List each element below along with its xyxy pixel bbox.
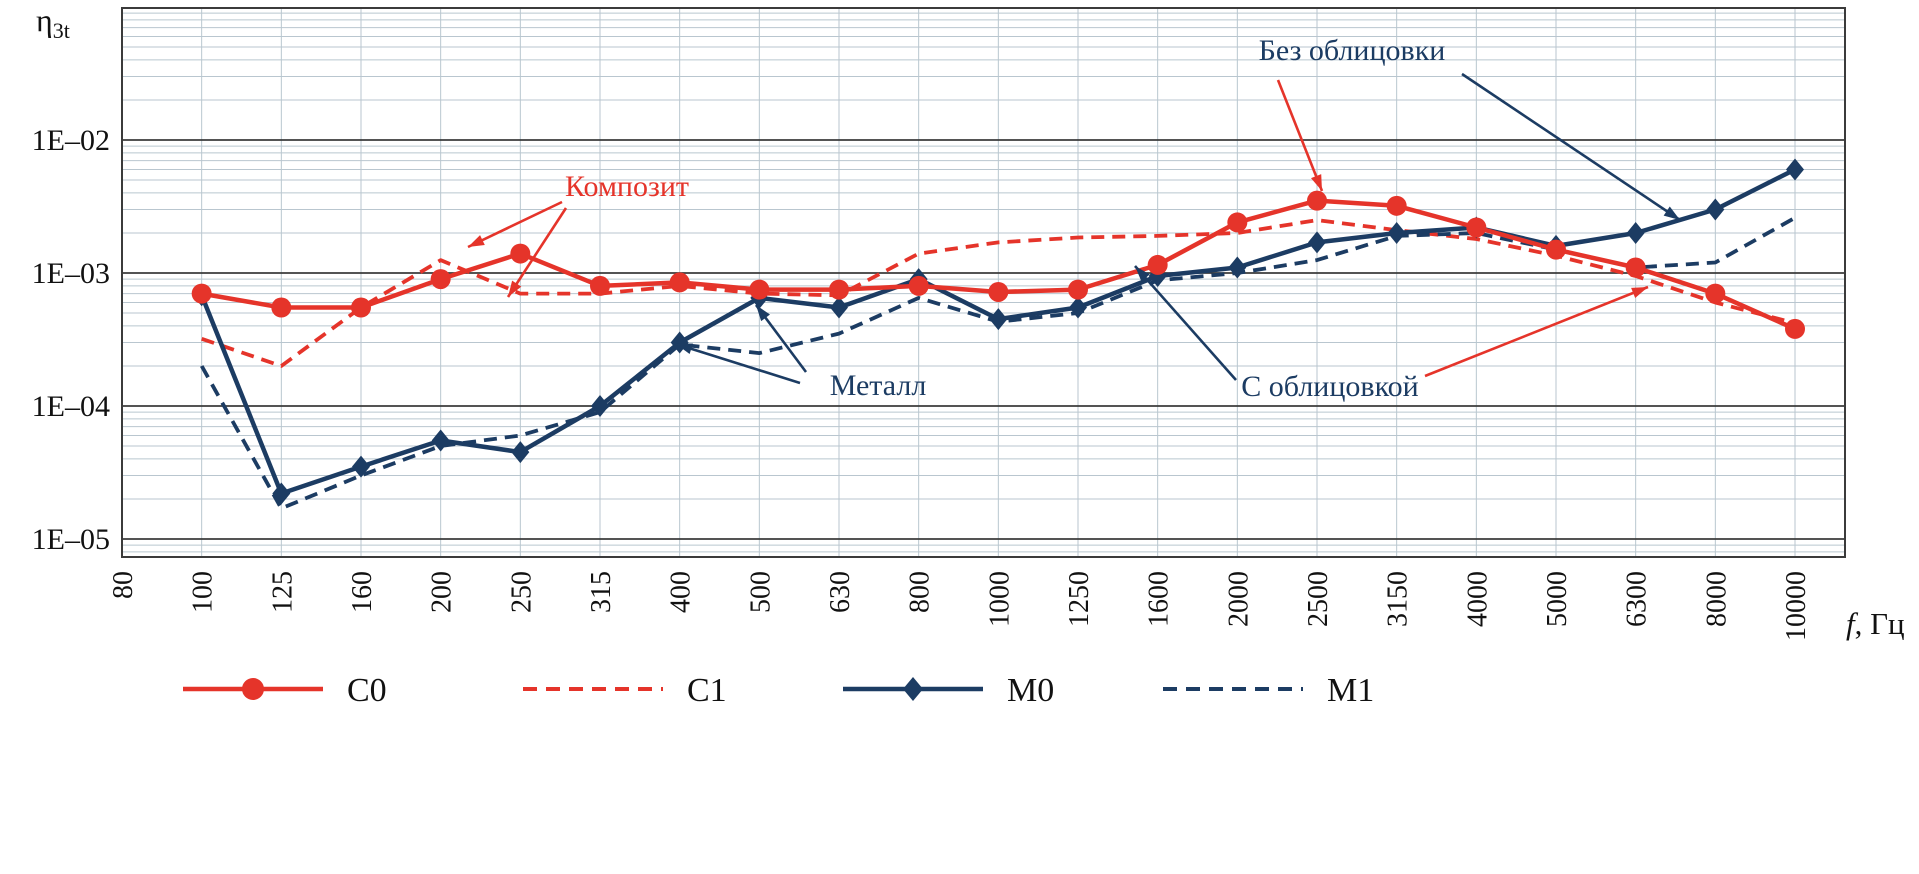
legend-marker-circle: [242, 678, 264, 700]
marker-circle-C0: [1625, 257, 1646, 278]
marker-diamond-M0: [431, 429, 450, 452]
marker-diamond-M0: [1069, 296, 1087, 319]
x-tick-label: 200: [427, 571, 458, 613]
y-tick-label: 1E–05: [32, 523, 110, 556]
marker-diamond-M0: [830, 296, 848, 319]
legend-item-M0: M0: [843, 672, 1054, 709]
marker-diamond-M0: [1228, 256, 1247, 279]
marker-circle-C0: [1785, 318, 1805, 339]
marker-diamond-M0: [1706, 198, 1725, 221]
marker-circle-C0: [908, 275, 929, 296]
annotation-text: С облицовкой: [1241, 370, 1418, 403]
annotation-arrowhead: [676, 343, 693, 355]
marker-circle-C0: [1466, 217, 1487, 238]
annotation-arrow: [467, 200, 563, 249]
annotation-arrow: [675, 342, 801, 385]
legend-label: C0: [347, 672, 387, 709]
marker-diamond-M0: [272, 482, 291, 505]
x-tick-label: 5000: [1542, 571, 1573, 627]
legend-label: C1: [687, 672, 727, 709]
annotation-text: Композит: [565, 170, 689, 203]
marker-circle-C0: [1705, 283, 1726, 304]
marker-diamond-M0: [1308, 231, 1326, 254]
annotation-arrowhead: [468, 235, 485, 247]
marker-circle-C0: [988, 281, 1009, 302]
x-tick-label: 100: [188, 571, 219, 613]
x-tick-label: 1600: [1144, 571, 1175, 627]
annotation-arrow: [1424, 285, 1649, 378]
x-tick-label: 315: [586, 571, 617, 613]
marker-circle-C0: [510, 243, 531, 264]
legend-label: M0: [1007, 672, 1054, 709]
marker-circle-C0: [590, 275, 610, 296]
marker-diamond-M0: [1786, 158, 1804, 181]
x-axis-label: f, Гц: [1846, 606, 1905, 641]
marker-diamond-M0: [591, 395, 609, 417]
marker-diamond-M0: [989, 308, 1008, 331]
x-tick-label: 10000: [1781, 571, 1812, 641]
annotation-arrowhead: [1663, 206, 1680, 220]
marker-circle-C0: [1147, 254, 1168, 275]
x-tick-label: 4000: [1462, 571, 1493, 627]
marker-circle-C0: [191, 283, 212, 304]
x-tick-label: 250: [506, 571, 537, 613]
legend-marker-diamond: [903, 677, 923, 701]
legend-item-C1: C1: [523, 672, 727, 709]
marker-circle-C0: [1546, 239, 1566, 260]
x-tick-label: 400: [666, 571, 697, 613]
x-tick-label: 125: [267, 571, 298, 613]
x-tick-label: 800: [905, 571, 936, 613]
annotation-arrowhead: [756, 305, 770, 322]
legend-item-C0: C0: [183, 672, 387, 709]
y-axis-label: η3t: [36, 2, 70, 43]
legend-label: M1: [1327, 672, 1374, 709]
annotation-arrowhead: [508, 280, 522, 297]
marker-circle-C0: [430, 269, 451, 290]
x-tick-label: 500: [745, 571, 776, 613]
y-tick-label: 1E–04: [32, 390, 110, 423]
legend-item-M1: M1: [1163, 672, 1374, 709]
marker-circle-C0: [749, 279, 770, 300]
annotation-text: Без облицовки: [1259, 34, 1446, 67]
marker-circle-C0: [669, 272, 690, 293]
annotation-arrowhead: [1631, 287, 1648, 299]
annotation-arrow: [1276, 79, 1324, 192]
marker-circle-C0: [271, 297, 292, 318]
annotation-text: Металл: [830, 369, 927, 402]
x-tick-label: 8000: [1701, 571, 1732, 627]
annotation-arrowhead: [1135, 266, 1150, 282]
marker-circle-C0: [1227, 212, 1248, 233]
x-tick-label: 630: [825, 571, 856, 613]
marker-diamond-M0: [1387, 221, 1406, 244]
annotation-arrow: [1461, 72, 1681, 222]
annotation-arrow: [1134, 265, 1237, 381]
plot-frame: [121, 7, 1846, 558]
marker-diamond-M0: [511, 441, 530, 464]
x-tick-label: 6300: [1622, 571, 1653, 627]
marker-circle-C0: [1307, 190, 1327, 211]
x-tick-label: 1000: [984, 571, 1015, 627]
y-tick-label: 1E–02: [32, 124, 110, 157]
marker-circle-C0: [829, 279, 849, 300]
marker-diamond-M0: [352, 455, 370, 478]
x-tick-label: 2500: [1303, 571, 1334, 627]
marker-diamond-M0: [1626, 221, 1645, 244]
x-tick-label: 160: [347, 571, 378, 613]
y-tick-label: 1E–03: [32, 257, 110, 290]
marker-circle-C0: [351, 297, 371, 318]
annotation-arrowhead: [1310, 174, 1322, 191]
x-tick-label: 2000: [1223, 571, 1254, 627]
x-tick-label: 1250: [1064, 571, 1095, 627]
annotation-arrow: [506, 207, 568, 298]
marker-circle-C0: [1068, 279, 1088, 300]
marker-circle-C0: [1386, 195, 1407, 216]
x-tick-label: 80: [108, 571, 139, 599]
x-tick-label: 3150: [1383, 571, 1414, 627]
